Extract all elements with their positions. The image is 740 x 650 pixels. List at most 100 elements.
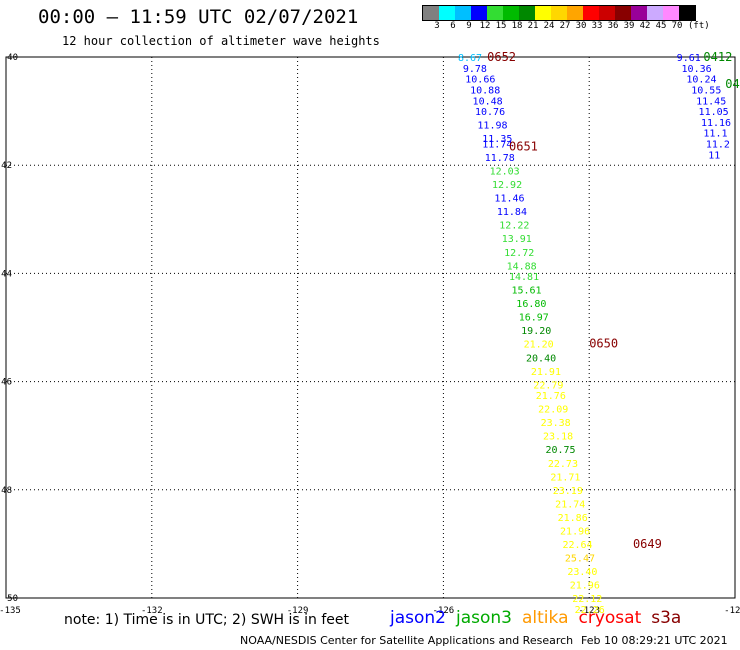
map-title: 00:00 – 11:59 UTC 02/07/2021 <box>38 6 359 28</box>
legend-label: 12 <box>479 21 491 31</box>
wave-height-value: 11.35 <box>482 134 512 145</box>
wave-height-value: 10.36 <box>682 64 712 75</box>
lon-tick-label: -123 <box>578 606 600 616</box>
wave-height-value: 22.12 <box>572 594 602 605</box>
wave-height-value: 13.91 <box>502 234 532 245</box>
wave-height-value: 12.72 <box>504 248 534 259</box>
legend-label: 39 <box>623 21 635 31</box>
wave-height-value: 21.96 <box>560 526 590 537</box>
legend-swatch <box>647 6 663 20</box>
legend-swatch <box>487 6 503 20</box>
pass-time-label: 0651 <box>509 139 538 153</box>
wave-height-value: 11.98 <box>477 121 507 132</box>
wave-height-value: 11.1 <box>703 129 727 140</box>
lon-tick-label: -126 <box>433 606 455 616</box>
satellite-legend: jason2 jason3 altika cryosat s3a <box>390 608 691 628</box>
color-legend-bar <box>422 5 696 21</box>
legend-label: 24 <box>543 21 555 31</box>
wave-height-value: 21.20 <box>524 340 554 351</box>
wave-height-value: 9.61 <box>677 53 701 64</box>
axis-labels: -132 -129 -126 -123 42 44 46 48 40 50 -135 -120 <box>0 53 740 616</box>
legend-swatch <box>535 6 551 20</box>
legend-label: 33 <box>591 21 603 31</box>
lon-tick-label: -129 <box>287 606 309 616</box>
lat-tick-label: 40 <box>7 53 18 63</box>
legend-label: 9 <box>466 21 472 31</box>
legend-label: 42 <box>639 21 651 31</box>
legend-swatch <box>423 6 439 20</box>
pass-time-label: 04 <box>725 77 739 91</box>
legend-label: 18 <box>511 21 523 31</box>
legend-swatch <box>455 6 471 20</box>
wave-height-value: 12.03 <box>490 167 520 178</box>
satellite-label: jason2 <box>390 608 446 628</box>
wave-height-value: 10.66 <box>465 75 495 86</box>
lat-tick-label: 42 <box>1 161 12 171</box>
satellite-label: altika <box>522 608 569 628</box>
wave-height-value: 10.48 <box>473 96 503 107</box>
wave-height-value: 10.76 <box>475 107 505 118</box>
pass-time-labels: 0652 0651 0650 0649 0412 04 <box>487 50 740 551</box>
legend-label: 30 <box>575 21 587 31</box>
wave-height-value: 11 <box>708 150 720 161</box>
wave-height-value: 22.09 <box>538 405 568 416</box>
legend-label: 15 <box>495 21 507 31</box>
wave-height-value: 12.22 <box>499 221 529 232</box>
wave-height-value: 10.55 <box>691 85 721 96</box>
wave-height-value: 25.47 <box>565 553 595 564</box>
wave-height-value: 19.20 <box>521 326 551 337</box>
lat-tick-label: 46 <box>1 378 12 388</box>
wave-height-value: 10.24 <box>686 75 716 86</box>
pass-time-label: 0649 <box>633 537 662 551</box>
satellite-label: s3a <box>651 608 682 628</box>
legend-swatch <box>503 6 519 20</box>
wave-height-value: 21.74 <box>555 499 585 510</box>
lon-tick-label: -135 <box>0 606 21 616</box>
legend-swatch <box>471 6 487 20</box>
wave-height-value: 10.88 <box>470 85 500 96</box>
wave-height-value: 23.18 <box>543 432 573 443</box>
legend-unit: (ft) <box>688 21 710 31</box>
wave-height-value: 11.45 <box>696 96 726 107</box>
credit-text: NOAA/NESDIS Center for Satellite Applica… <box>240 634 574 647</box>
legend-label: 21 <box>527 21 539 31</box>
legend-label: 27 <box>559 21 571 31</box>
wave-height-value: 20.40 <box>526 353 556 364</box>
lon-tick-label: -120 <box>724 606 740 616</box>
wave-height-value: 14.88 <box>507 261 537 272</box>
map-frame <box>5 56 736 599</box>
wave-height-value: 16.97 <box>519 313 549 324</box>
wave-height-value: 12.92 <box>492 180 522 191</box>
lat-tick-label: 48 <box>1 486 12 496</box>
wave-height-value: 11.16 <box>701 118 731 129</box>
legend-label: 36 <box>607 21 619 31</box>
lat-tick-label: 50 <box>7 594 18 604</box>
wave-height-value: 8.67 <box>458 53 482 64</box>
wave-height-value: 9.78 <box>463 64 487 75</box>
wave-height-value: 11.84 <box>497 207 527 218</box>
pass-time-label: 0652 <box>487 50 516 64</box>
map-graticule <box>6 57 735 598</box>
legend-swatch <box>663 6 679 20</box>
wave-height-value: 11.2 <box>706 140 730 151</box>
wave-height-value: 21.71 <box>550 472 580 483</box>
legend-label: 70 <box>671 21 683 31</box>
map-subtitle: 12 hour collection of altimeter wave hei… <box>62 34 380 48</box>
wave-height-value: 11.46 <box>494 194 524 205</box>
legend-swatch <box>583 6 599 20</box>
pass-time-label: 0650 <box>589 337 618 351</box>
wave-height-value: 22.79 <box>533 380 563 391</box>
wave-height-value: 23.38 <box>541 418 571 429</box>
pass-time-label: 0412 <box>703 50 732 64</box>
legend-swatch <box>631 6 647 20</box>
note-text: note: 1) Time is in UTC; 2) SWH is in fe… <box>64 612 350 628</box>
legend-swatch <box>679 6 695 20</box>
legend-label: 6 <box>450 21 456 31</box>
legend-swatch <box>519 6 535 20</box>
wave-height-value: 21.76 <box>536 391 566 402</box>
legend-swatch <box>567 6 583 20</box>
wave-height-value: 22.64 <box>562 540 592 551</box>
wave-height-value: 11.74 <box>482 140 512 151</box>
generated-timestamp: Feb 10 08:29:21 UTC 2021 <box>581 634 728 647</box>
